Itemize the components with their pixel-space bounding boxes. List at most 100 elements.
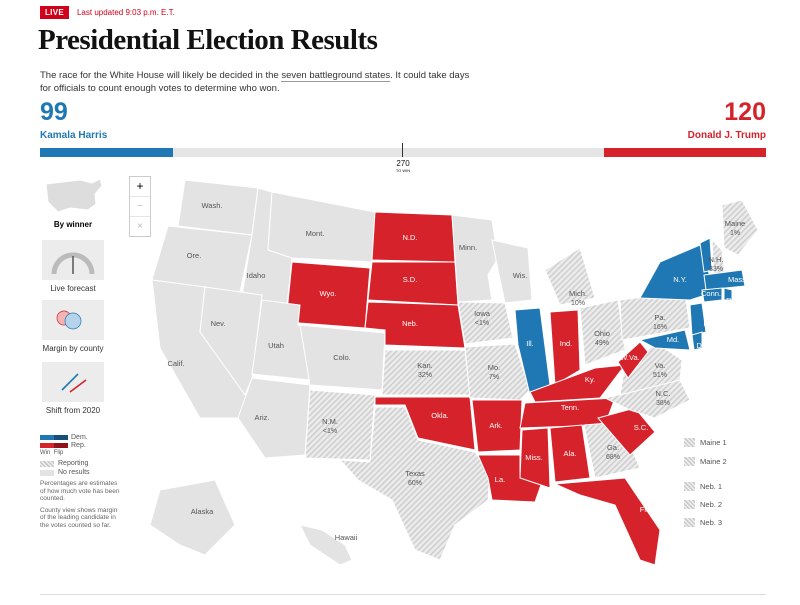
state-label-wyo: Wyo. xyxy=(319,289,336,298)
district-neb-3[interactable]: Neb. 3 xyxy=(684,518,722,527)
state-ky[interactable] xyxy=(529,364,627,403)
state-vt[interactable] xyxy=(699,237,713,273)
intro-text-start: The race for the White House will likely… xyxy=(40,70,282,81)
legend-no-results-swatch xyxy=(40,469,54,476)
state-s-c[interactable] xyxy=(597,407,656,456)
rep-candidate-name: Donald J. Trump xyxy=(687,130,766,141)
state-mont[interactable] xyxy=(267,191,376,263)
legend-rep-swatch xyxy=(40,443,68,448)
state-label-okla: Okla. xyxy=(431,411,449,420)
reset-zoom-button[interactable]: × xyxy=(137,221,143,232)
threshold-caption: TO WIN xyxy=(395,168,411,173)
state-label-mont: Mont. xyxy=(306,229,325,238)
state-fla[interactable] xyxy=(554,477,661,566)
district-neb-1-label: Neb. 1 xyxy=(700,482,723,491)
state-la[interactable] xyxy=(477,454,543,503)
district-neb-1[interactable]: Neb. 1 xyxy=(684,482,722,491)
state-label-maine: Maine xyxy=(725,219,745,228)
state-mich[interactable] xyxy=(544,247,596,306)
state-label-md: Md. xyxy=(667,335,680,344)
state-label-ala: Ala. xyxy=(564,449,577,458)
intro-text: The race for the White House will likely… xyxy=(40,69,470,95)
state-ariz[interactable] xyxy=(237,377,311,459)
state-w-va[interactable] xyxy=(617,341,649,379)
legend-rep: Rep. xyxy=(40,442,120,449)
threshold-number: 270 xyxy=(396,159,410,168)
state-wis[interactable] xyxy=(491,239,533,304)
state-label-ill: Ill. xyxy=(526,339,534,348)
legend-flip-label: Flip xyxy=(53,450,64,456)
state-label-n-d: N.D. xyxy=(403,233,418,242)
state-reporting-ga: 68% xyxy=(606,454,620,461)
state-mo[interactable] xyxy=(464,343,531,401)
state-label-calif: Calif. xyxy=(167,359,184,368)
view-by-winner[interactable]: By winner xyxy=(40,174,106,229)
state-md[interactable] xyxy=(638,329,691,351)
state-label-alaska: Alaska xyxy=(191,507,214,516)
zoom-out-button[interactable]: − xyxy=(130,197,150,217)
state-reporting-n-h: 33% xyxy=(709,266,723,273)
state-reporting-maine: 1% xyxy=(730,230,740,237)
state-ohio[interactable] xyxy=(579,299,626,366)
state-label-n-m: N.M. xyxy=(322,417,338,426)
rep-electoral-votes: 120 xyxy=(724,98,766,126)
state-n-j[interactable] xyxy=(689,302,707,337)
state-labels: Wash. Ore. Calif. Idaho Nev. Mont. Wyo. Utah Ari… xyxy=(167,201,748,542)
by-winner-thumbnail-icon xyxy=(45,178,103,213)
dem-electoral-votes: 99 xyxy=(40,98,68,126)
state-label-ind: Ind. xyxy=(560,339,573,348)
view-label-shift-from-2020: Shift from 2020 xyxy=(45,406,101,415)
state-mass[interactable] xyxy=(703,269,746,291)
district-maine-1[interactable]: Maine 1 xyxy=(684,438,727,447)
state-label-texas: Texas xyxy=(405,469,425,478)
state-alaska[interactable] xyxy=(149,479,236,556)
shift-arrows-icon xyxy=(42,362,104,402)
state-ala[interactable] xyxy=(549,424,591,483)
state-miss[interactable] xyxy=(519,427,551,489)
state-label-utah: Utah xyxy=(268,341,284,350)
district-maine-1-label: Maine 1 xyxy=(700,438,727,447)
state-n-m[interactable] xyxy=(304,389,376,461)
legend-dem-swatch xyxy=(40,435,68,440)
state-del[interactable] xyxy=(691,331,703,351)
state-label-ore: Ore. xyxy=(187,251,202,260)
state-conn[interactable] xyxy=(701,287,723,303)
view-shift-from-2020[interactable]: Shift from 2020 xyxy=(40,360,106,415)
battleground-link[interactable]: seven battleground states xyxy=(281,70,391,82)
dem-candidate-name: Kamala Harris xyxy=(40,130,108,141)
legend-reporting-swatch xyxy=(40,460,54,467)
legend-reporting: Reporting xyxy=(40,460,120,467)
state-hawaii[interactable] xyxy=(299,524,353,566)
district-maine-2[interactable]: Maine 2 xyxy=(684,457,727,466)
zoom-in-button[interactable]: + xyxy=(130,177,150,197)
state-texas[interactable] xyxy=(338,406,491,561)
legend-dem-label: Dem. xyxy=(71,434,88,441)
state-ark[interactable] xyxy=(471,399,523,453)
state-reporting-iowa: <1% xyxy=(475,320,489,327)
intro-text-end: . It could take days for officials to co… xyxy=(40,70,470,94)
state-shapes xyxy=(149,179,759,566)
map-legend: Dem. Rep. Win Flip Reporting No results … xyxy=(40,434,120,529)
state-ind[interactable] xyxy=(549,309,581,386)
state-label-mo: Mo. xyxy=(488,363,501,372)
state-label-hawaii: Hawaii xyxy=(335,533,358,542)
state-reporting-mich: 10% xyxy=(571,300,585,307)
state-label-conn: Conn. xyxy=(701,289,721,298)
state-label-n-j: N.J. xyxy=(703,319,716,328)
state-iowa[interactable] xyxy=(457,301,514,345)
state-r-i[interactable] xyxy=(723,287,733,301)
state-label-iowa: Iowa xyxy=(474,309,491,318)
state-label-r-i: R.I. xyxy=(726,296,738,305)
state-minn[interactable] xyxy=(451,214,499,303)
state-label-ariz: Ariz. xyxy=(255,413,270,422)
state-maine[interactable] xyxy=(721,199,759,256)
view-label-margin-by-county: Margin by county xyxy=(42,344,104,353)
legend-no-results: No results xyxy=(40,469,120,476)
view-margin-by-county[interactable]: Margin by county xyxy=(40,298,106,353)
legend-no-results-label: No results xyxy=(58,469,90,476)
view-live-forecast[interactable]: Live forecast xyxy=(40,238,106,293)
state-reporting-pa: 16% xyxy=(653,324,667,331)
district-neb-3-label: Neb. 3 xyxy=(700,518,723,527)
district-neb-2[interactable]: Neb. 2 xyxy=(684,500,722,509)
